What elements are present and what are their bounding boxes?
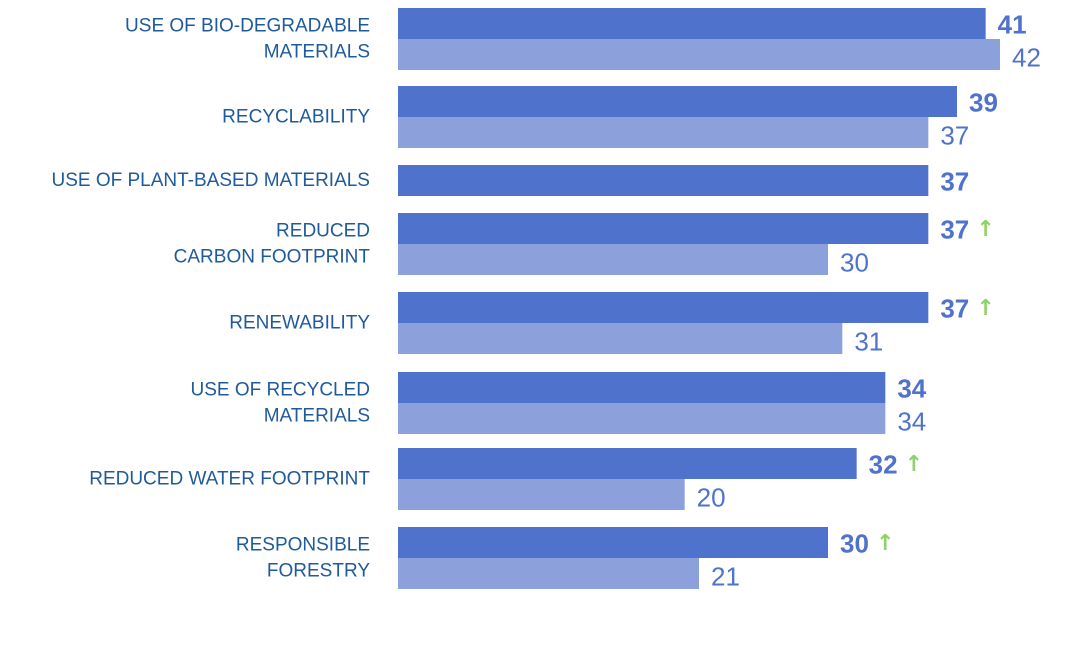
data-label-series-1: 39 [969, 88, 998, 118]
data-label-series-2: 31 [854, 327, 883, 357]
bar-series-2 [398, 117, 929, 148]
increase-arrow-icon: ↑ [976, 217, 994, 242]
data-label-series-2: 20 [697, 483, 726, 513]
category-label: USE OF RECYCLED [191, 380, 370, 401]
category-label: RESPONSIBLE [236, 535, 370, 556]
category-label: REDUCED [276, 221, 370, 242]
category-label: RENEWABILITY [229, 313, 370, 334]
data-label-series-2: 37 [940, 121, 969, 151]
bar-series-1 [398, 527, 828, 558]
bar-series-1 [398, 292, 929, 323]
bar-series-1 [398, 86, 957, 117]
category-label: MATERIALS [264, 406, 370, 427]
data-label-series-1: 32 [869, 450, 898, 480]
bar-series-1 [398, 213, 929, 244]
category-label: FORESTRY [267, 561, 370, 582]
bar-series-2 [398, 244, 828, 275]
data-label-series-2: 42 [1012, 43, 1041, 73]
data-label-series-2: 21 [711, 562, 740, 592]
increase-arrow-icon: ↑ [976, 296, 994, 321]
bar-series-2 [398, 403, 886, 434]
category-label: REDUCED WATER FOOTPRINT [89, 469, 370, 490]
bar-series-1 [398, 165, 929, 196]
data-label-series-1: 41 [998, 10, 1027, 40]
data-label-series-1: 37 [940, 215, 969, 245]
category-label: MATERIALS [264, 42, 370, 63]
bar-series-1 [398, 448, 857, 479]
bar-series-2 [398, 39, 1000, 70]
data-label-series-2: 34 [897, 407, 926, 437]
data-label-series-1: 34 [897, 374, 926, 404]
data-label-series-1: 37 [940, 294, 969, 324]
category-label: RECYCLABILITY [222, 107, 370, 128]
bar-series-2 [398, 479, 685, 510]
bar-series-1 [398, 8, 986, 39]
data-label-series-1: 37 [940, 167, 969, 197]
category-label: USE OF PLANT-BASED MATERIALS [51, 170, 370, 191]
category-label: CARBON FOOTPRINT [174, 247, 371, 268]
data-label-series-1: 30 [840, 529, 869, 559]
bar-series-2 [398, 558, 699, 589]
increase-arrow-icon: ↑ [905, 452, 923, 477]
bar-series-2 [398, 323, 843, 354]
bar-series-1 [398, 372, 886, 403]
increase-arrow-icon: ↑ [876, 531, 894, 556]
data-label-series-2: 30 [840, 248, 869, 278]
category-label: USE OF BIO-DEGRADABLE [125, 16, 370, 37]
